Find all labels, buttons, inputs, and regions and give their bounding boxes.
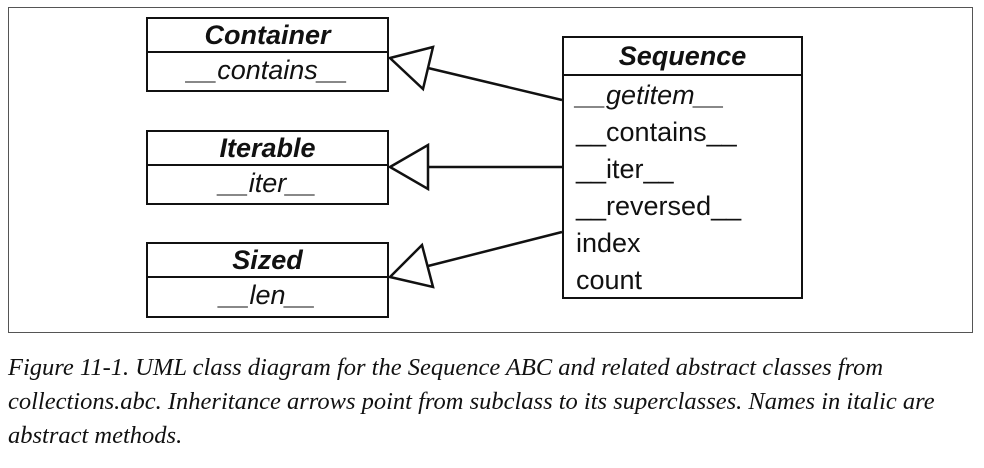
sequence-member: index bbox=[576, 228, 641, 258]
sequence-member: __reversed__ bbox=[576, 191, 742, 221]
member-len: __len__ bbox=[219, 280, 316, 310]
arrowhead-container bbox=[387, 45, 435, 92]
member-iter: __iter__ bbox=[218, 168, 317, 198]
arrow-sequence-to-container bbox=[427, 66, 563, 102]
figure-caption: Figure 11-1. UML class diagram for the S… bbox=[8, 354, 935, 449]
class-container: Container __contains__ bbox=[146, 17, 389, 92]
member-contains: __contains__ bbox=[187, 55, 348, 85]
class-name-iterable: Iterable bbox=[148, 132, 387, 166]
class-sized: Sized __len__ bbox=[146, 242, 389, 318]
class-iterable: Iterable __iter__ bbox=[146, 130, 389, 205]
sequence-member: __getitem__ bbox=[576, 80, 725, 110]
sequence-member: count bbox=[576, 265, 643, 295]
class-name-sized: Sized bbox=[148, 244, 387, 278]
class-name-container: Container bbox=[148, 19, 387, 53]
sequence-member: __contains__ bbox=[576, 117, 737, 147]
sequence-members: __getitem__ __contains__ __iter__ __reverse… bbox=[564, 76, 801, 299]
arrowhead-iterable bbox=[387, 142, 430, 192]
arrow-sequence-to-sized bbox=[427, 230, 563, 268]
sequence-member: __iter__ bbox=[576, 154, 674, 184]
class-name-sequence: Sequence bbox=[564, 38, 801, 76]
class-sequence: Sequence __getitem__ __contains__ __iter__… bbox=[562, 36, 803, 299]
arrowhead-sized bbox=[387, 242, 435, 289]
